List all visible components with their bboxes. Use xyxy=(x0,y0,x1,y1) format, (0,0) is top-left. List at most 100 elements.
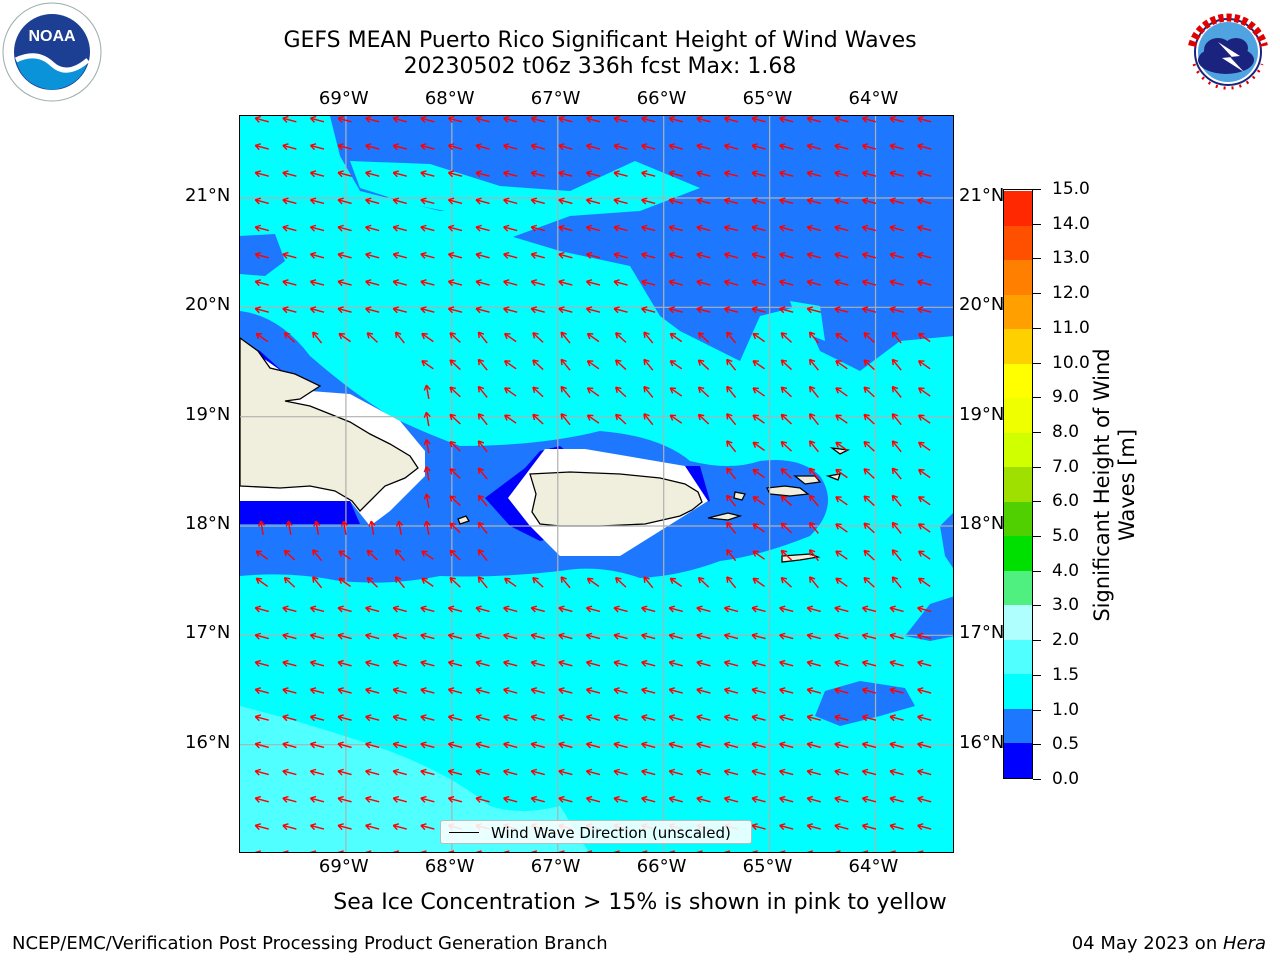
wave-direction-arrow xyxy=(449,386,461,398)
colorbar-segment xyxy=(1004,673,1032,709)
wave-direction-arrow xyxy=(309,224,325,232)
wave-direction-arrow xyxy=(420,795,435,803)
wave-direction-arrow xyxy=(337,279,352,287)
wave-direction-arrow xyxy=(368,520,376,536)
wave-direction-arrow xyxy=(726,521,737,534)
wave-direction-arrow xyxy=(420,197,435,205)
wave-direction-arrow xyxy=(475,632,490,640)
wave-direction-arrow xyxy=(835,414,848,424)
wave-direction-arrow xyxy=(585,850,601,852)
lon-tick-label-bottom: 69°W xyxy=(318,856,369,877)
wave-direction-arrow xyxy=(613,850,628,852)
wave-direction-arrow xyxy=(779,850,794,852)
wave-direction-arrow xyxy=(808,521,819,534)
wave-direction-arrow xyxy=(918,387,931,397)
wave-direction-arrow xyxy=(530,741,545,749)
lat-tick-label-left: 21°N xyxy=(185,185,231,206)
wave-direction-arrow xyxy=(613,251,628,259)
wave-direction-arrow xyxy=(891,440,902,453)
wave-direction-arrow xyxy=(726,576,737,589)
wave-direction-arrow xyxy=(420,632,435,640)
wave-direction-arrow xyxy=(726,440,737,453)
wave-direction-arrow xyxy=(668,768,683,776)
wave-direction-arrow xyxy=(889,850,904,852)
chart-subtitle: 20230502 t06z 336h fcst Max: 1.68 xyxy=(403,54,797,79)
wave-direction-arrow xyxy=(309,687,325,695)
sea-ice-note: Sea Ice Concentration > 15% is shown in … xyxy=(333,890,947,915)
wave-direction-arrow xyxy=(477,413,488,426)
wave-direction-arrow xyxy=(447,795,463,803)
wave-direction-arrow xyxy=(697,576,710,588)
wave-direction-arrow xyxy=(447,605,463,613)
wave-direction-arrow xyxy=(669,332,683,343)
lon-tick-label-top: 68°W xyxy=(424,88,475,109)
wave-direction-arrow xyxy=(337,741,352,749)
wave-direction-arrow xyxy=(447,279,463,287)
wave-direction-arrow xyxy=(891,385,902,398)
wave-direction-arrow xyxy=(835,360,848,370)
wave-direction-arrow xyxy=(282,659,297,667)
wave-direction-arrow xyxy=(641,170,656,178)
wave-direction-arrow xyxy=(447,714,463,722)
wave-direction-arrow xyxy=(723,279,739,287)
lat-tick-label-left: 20°N xyxy=(185,294,231,316)
wave-direction-arrow xyxy=(643,331,654,344)
wave-direction-arrow xyxy=(726,549,737,562)
wave-direction-arrow xyxy=(669,360,683,370)
wave-direction-arrow xyxy=(282,251,297,259)
wave-direction-arrow xyxy=(449,522,461,534)
wave-direction-arrow xyxy=(723,768,739,776)
wave-direction-arrow xyxy=(696,687,711,695)
wave-direction-arrow xyxy=(834,197,849,205)
wave-direction-arrow xyxy=(447,170,463,178)
wave-direction-arrow xyxy=(254,116,269,123)
wave-direction-arrow xyxy=(863,332,875,343)
wave-direction-arrow xyxy=(806,795,821,803)
wave-direction-arrow xyxy=(668,850,683,852)
wave-direction-arrow xyxy=(917,116,932,123)
wave-direction-arrow xyxy=(282,116,297,123)
wave-direction-arrow xyxy=(365,143,380,151)
wave-direction-arrow xyxy=(254,170,269,178)
wave-direction-arrow xyxy=(613,224,628,232)
wave-direction-arrow xyxy=(918,414,931,424)
wave-direction-arrow xyxy=(917,659,932,667)
wave-direction-arrow xyxy=(889,632,904,640)
wave-direction-arrow xyxy=(891,521,902,534)
wave-direction-arrow xyxy=(751,850,766,852)
chart-title: GEFS MEAN Puerto Rico Significant Height… xyxy=(283,28,917,53)
colorbar-segment xyxy=(1004,328,1032,364)
legend-label: Wind Wave Direction (unscaled) xyxy=(491,824,731,842)
wave-direction-arrow xyxy=(365,659,380,667)
wave-direction-arrow xyxy=(420,823,435,831)
wave-direction-arrow xyxy=(585,197,601,205)
wave-direction-arrow xyxy=(615,359,627,371)
wave-direction-arrow xyxy=(613,659,628,667)
colorbar-tick xyxy=(1033,327,1041,329)
colorbar-segment xyxy=(1004,397,1032,433)
wave-direction-arrow xyxy=(669,414,683,424)
wave-direction-arrow xyxy=(475,795,490,803)
wave-direction-arrow xyxy=(530,279,545,287)
wave-direction-arrow xyxy=(254,741,269,749)
wave-direction-arrow xyxy=(532,413,544,425)
wave-direction-arrow xyxy=(917,768,932,776)
wave-direction-arrow xyxy=(834,795,849,803)
wave-direction-arrow xyxy=(889,795,904,803)
wave-direction-arrow xyxy=(806,850,821,852)
wave-direction-arrow xyxy=(779,279,794,287)
wave-direction-arrow xyxy=(447,850,463,852)
wave-direction-arrow xyxy=(477,494,488,507)
lat-tick-label-right: 19°N xyxy=(959,404,1003,425)
wave-direction-arrow xyxy=(835,550,848,560)
wave-direction-arrow xyxy=(532,576,544,588)
wave-direction-arrow xyxy=(641,795,656,803)
wave-direction-arrow xyxy=(779,605,794,613)
wave-direction-arrow xyxy=(641,197,656,205)
wave-direction-arrow xyxy=(475,224,490,232)
wave-direction-arrow xyxy=(779,197,794,205)
wave-direction-arrow xyxy=(615,386,627,398)
colorbar-segment xyxy=(1004,466,1032,502)
wave-direction-arrow xyxy=(477,521,488,534)
wave-direction-arrow xyxy=(641,251,656,259)
